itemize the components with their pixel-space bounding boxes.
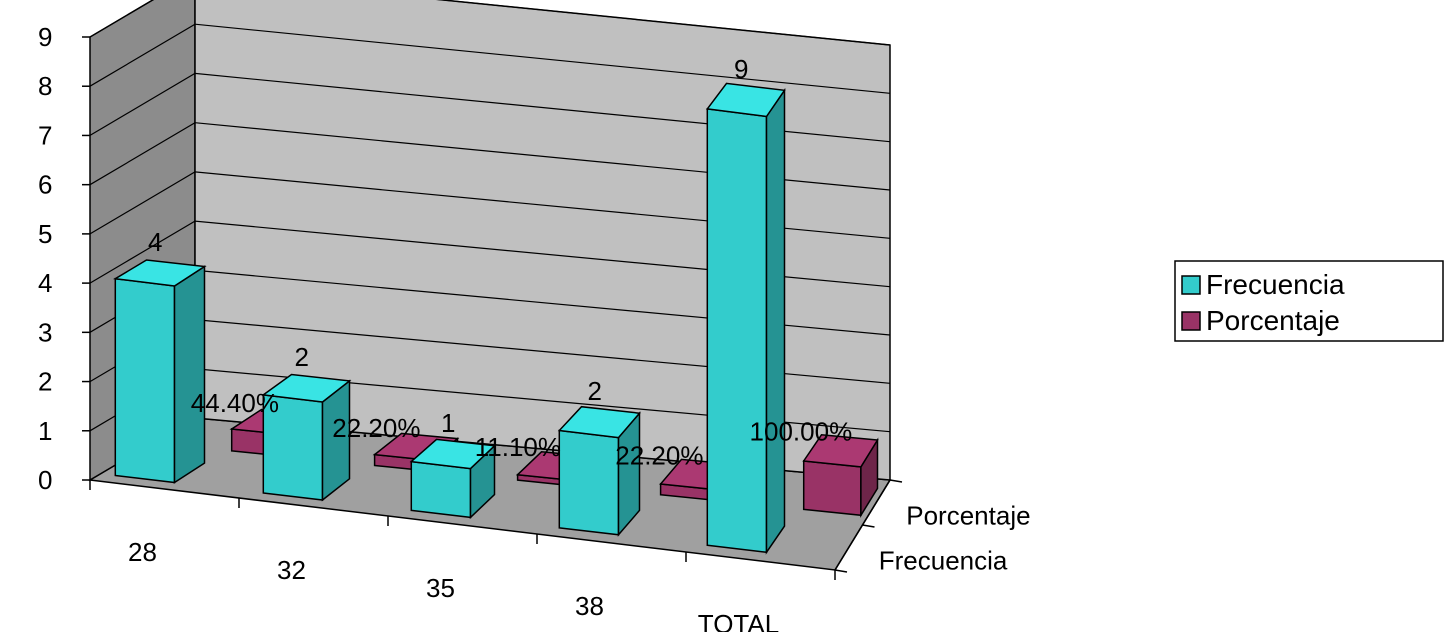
data-label-frecuencia: 9 (734, 54, 748, 84)
bar-frecuencia-32 (261, 373, 352, 502)
legend-box (1174, 260, 1444, 342)
bar-side-face (173, 265, 206, 484)
data-label-frecuencia: 2 (294, 342, 308, 372)
gridline (89, 72, 891, 143)
bar-front-face (706, 108, 768, 554)
y-tick-label: 5 (38, 219, 52, 249)
bar-top-face (261, 373, 352, 403)
gridline (89, 171, 891, 239)
bar-frecuencia-28 (113, 259, 207, 484)
depth-tick-mark (834, 569, 848, 573)
category-labels: 28 32 35 38 TOTAL (89, 480, 836, 632)
y-tick-label: 7 (38, 120, 52, 150)
data-label-frecuencia: 4 (148, 227, 162, 257)
data-label-frecuencia: 1 (441, 408, 455, 438)
category-label: 35 (426, 573, 455, 603)
bar-side-face (765, 87, 786, 555)
bar-top-face (409, 438, 497, 470)
y-tick-label: 0 (38, 465, 52, 495)
data-label-porcentaje: 44.40% (191, 388, 279, 418)
bar-front-face (410, 460, 472, 519)
category-label: TOTAL (698, 609, 779, 632)
depth-axis-label: Frecuencia (879, 546, 1008, 576)
data-label-porcentaje: 100.00% (750, 417, 853, 447)
bar-frecuencia-total (705, 82, 786, 555)
bar-top-face (557, 405, 641, 439)
y-tick-label: 2 (38, 367, 52, 397)
category-label: 38 (575, 591, 604, 621)
category-label: 28 (128, 537, 157, 567)
bar-frecuencia-38 (557, 405, 641, 537)
data-label-porcentaje: 11.10% (475, 432, 561, 462)
legend-swatch-porcentaje (1181, 311, 1201, 331)
data-label-frecuencia: 2 (587, 376, 601, 406)
y-tick-label: 1 (38, 416, 52, 446)
bar-front-face (114, 277, 176, 484)
gridline (89, 0, 891, 46)
y-tick-label: 8 (38, 71, 52, 101)
depth-tick-mark (889, 479, 903, 483)
y-tick-label: 9 (38, 22, 52, 52)
data-label-porcentaje: 22.20% (615, 440, 703, 470)
legend-label-frecuencia: Frecuencia (1206, 269, 1345, 300)
depth-tick-mark (862, 524, 875, 528)
y-tick-label: 3 (38, 317, 52, 347)
bar-front-face (802, 460, 862, 517)
legend-swatch-frecuencia (1181, 275, 1201, 295)
bars (113, 82, 879, 555)
bar-top-face (113, 259, 207, 287)
legend-label-porcentaje: Porcentaje (1206, 305, 1340, 336)
gridline (89, 220, 891, 288)
gridline (89, 122, 891, 191)
data-labels: 4 2 1 2 9 44.40% 22.20% 11.10% 22.20% 100.00% (148, 54, 852, 471)
y-tick-label: 4 (38, 268, 52, 298)
gridline (89, 23, 891, 94)
legend: Frecuencia Porcentaje (1174, 260, 1444, 342)
bar-frecuencia-35 (409, 438, 497, 520)
y-tick-label: 6 (38, 170, 52, 200)
bar-front-face (558, 429, 620, 536)
bar-porcentaje-total (802, 434, 879, 518)
depth-axis-label: Porcentaje (906, 501, 1030, 531)
bar-top-face (705, 82, 786, 118)
data-label-porcentaje: 22.20% (332, 413, 420, 443)
category-label: 32 (277, 555, 306, 585)
depth-axis-labels: Frecuencia Porcentaje (834, 479, 1031, 576)
bar-top-face (802, 434, 879, 468)
y-axis-ticks: 0 1 2 3 4 5 6 7 8 9 (38, 22, 90, 495)
